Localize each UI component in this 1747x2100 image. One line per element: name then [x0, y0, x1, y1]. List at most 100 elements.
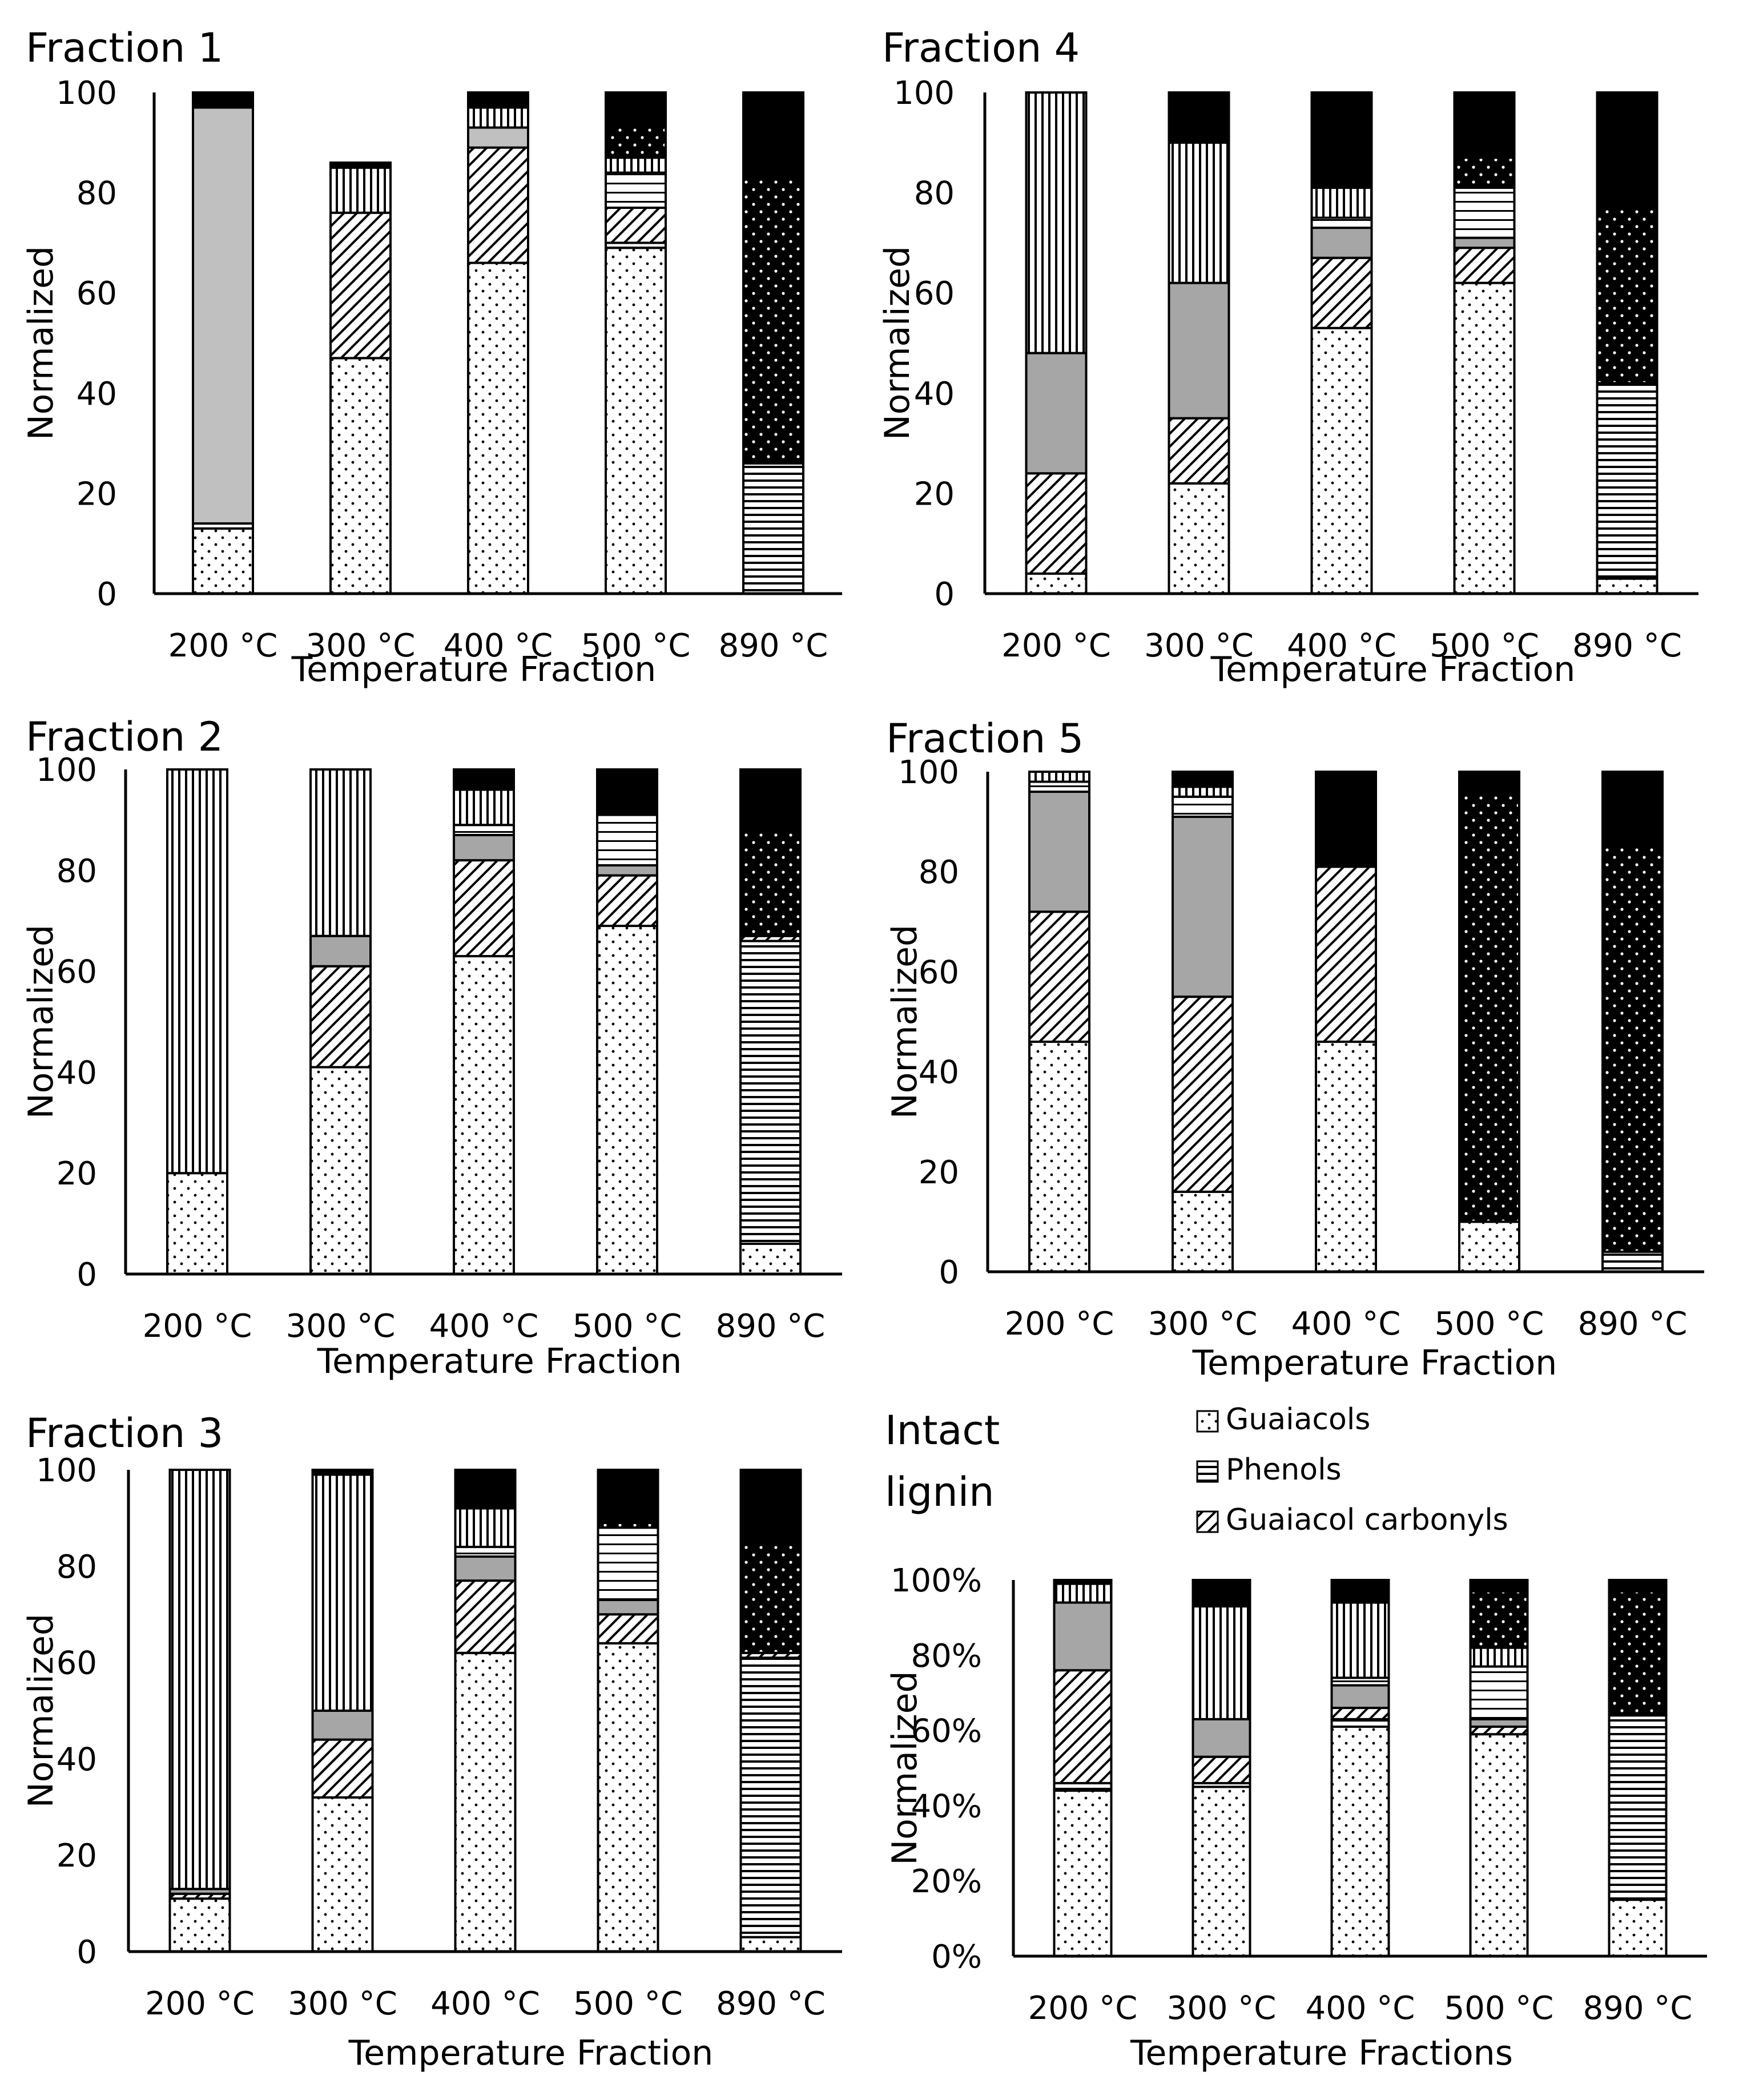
bar-segment-black — [1608, 1579, 1668, 1593]
bar-segment-guaiacol-carbonyls — [453, 859, 515, 958]
panel-title-line: lignin — [885, 1469, 995, 1515]
x-tick-label: 300 °C — [1167, 1990, 1277, 2027]
bar-segment-phenols — [742, 462, 804, 595]
x-tick-label: 500 °C — [1435, 1305, 1544, 1343]
legend-swatch-guaiacols — [1196, 1410, 1219, 1433]
bar-segment-guaiacol-carbonyls — [1172, 995, 1234, 1193]
bar-segment-dotted-black — [739, 829, 802, 937]
y-tick-label: 80 — [57, 853, 97, 890]
panel-title: Fraction 2 — [26, 714, 223, 760]
legend-label: Guaiacol carbonyls — [1226, 1503, 1508, 1537]
y-tick-label: 0 — [934, 576, 955, 613]
bar-segment-guaiacol-carbonyls — [1028, 910, 1090, 1043]
bar-segment-guaiacols — [1330, 1726, 1390, 1957]
bar-segment-guaiacol-carbonyls — [1310, 256, 1373, 329]
bar-segment-black — [1310, 91, 1373, 189]
bar-segment-guaiacols — [1191, 1785, 1251, 1957]
bar-segment-black — [329, 161, 392, 169]
bar-segment-grey — [453, 833, 515, 862]
bar-segment-guaiacols — [739, 1242, 802, 1275]
x-tick-label: 500 °C — [1444, 1990, 1554, 2027]
bar-segment-black — [1191, 1579, 1251, 1608]
bar-segment-light-horizontal-stripes — [1469, 1665, 1529, 1720]
bar-segment-vertical-stripes — [329, 166, 392, 214]
x-tick-label: 200 °C — [1005, 1305, 1114, 1343]
y-tick-label: 100% — [891, 1562, 982, 1599]
bar-segment-light-grey — [192, 106, 254, 525]
x-tick-label: 500 °C — [573, 1985, 683, 2022]
bar-segment-vertical-stripes — [1469, 1646, 1529, 1668]
panel-title: Fraction 4 — [882, 25, 1080, 71]
chart-panel-4: Fraction 5 0 20 40 60 80 100 Normalized 200 °C 30… — [885, 715, 1704, 1383]
x-tick-label: 890 °C — [716, 1985, 826, 2022]
bar-segment-black — [1601, 771, 1664, 848]
x-tick-label: 400 °C — [1291, 1305, 1401, 1343]
y-tick-label: 60 — [77, 275, 117, 312]
bar-segment-guaiacol-carbonyls — [329, 211, 392, 360]
chart-panel-3: Fraction 2 0 20 40 60 80 100 Normalized 200 °C 30… — [21, 714, 842, 1381]
bar-segment-black — [742, 91, 804, 179]
bar-segment-dotted-black — [739, 1541, 802, 1654]
legend-label: Guaiacols — [1226, 1402, 1370, 1437]
y-tick-label: 100 — [898, 754, 959, 791]
bar-segment-black — [453, 768, 515, 791]
bar-segment-vertical-stripes — [1028, 771, 1090, 783]
y-tick-label: 40 — [57, 1741, 97, 1778]
bar-segment-vertical-stripes — [166, 768, 228, 1175]
y-tick-label: 60 — [57, 1645, 97, 1682]
bar-segment-light-horizontal-stripes — [1453, 186, 1516, 239]
bar-segment-guaiacol-carbonyls — [1453, 247, 1516, 284]
y-tick-label: 40 — [914, 376, 955, 413]
bar-segment-black — [739, 768, 802, 832]
bar-segment-phenols — [1608, 1714, 1668, 1901]
x-tick-label: 300 °C — [288, 1985, 397, 2022]
bar-segment-guaiacols — [1172, 1190, 1234, 1273]
x-tick-label: 200 °C — [143, 1308, 252, 1345]
y-tick-label: 0 — [77, 1934, 97, 1971]
bar-segment-grey — [1168, 281, 1230, 420]
y-axis-label: Normalized — [21, 925, 61, 1119]
x-axis-label: Temperature Fraction — [348, 2033, 714, 2073]
bar-segment-light-horizontal-stripes — [1310, 216, 1373, 229]
bar-segment-black — [1168, 91, 1230, 144]
x-tick-label: 200 °C — [1028, 1990, 1138, 2027]
bar-segment-guaiacols — [453, 955, 515, 1275]
bar-segment-grey — [1172, 815, 1234, 998]
x-tick-label: 890 °C — [1578, 1305, 1688, 1343]
bar-segment-guaiacols — [311, 1796, 374, 1953]
bar-segment-vertical-stripes — [1310, 186, 1373, 219]
chart-panel-2: Fraction 4 0 20 40 60 80 100 Normalized 200 °C 30… — [877, 25, 1698, 690]
bar-segment-vertical-stripes — [1330, 1601, 1390, 1679]
y-tick-label: 40 — [57, 1054, 97, 1091]
x-tick-label: 500 °C — [573, 1308, 682, 1345]
bar-segment-black — [1453, 91, 1516, 159]
y-tick-label: 60% — [911, 1713, 982, 1750]
y-tick-label: 20 — [57, 1837, 97, 1875]
panel-title: Fraction 3 — [26, 1410, 223, 1457]
bar-segment-vertical-stripes — [311, 1473, 374, 1712]
bar-segment-guaiacol-carbonyls — [454, 1579, 517, 1654]
bar-segment-guaiacols — [467, 261, 529, 595]
bar-segment-guaiacols — [309, 1066, 372, 1276]
x-tick-label: 890 °C — [1572, 627, 1682, 664]
chart-panel-5: Fraction 3 0 20 40 60 80 100 Normalized 200 °C 30… — [21, 1410, 842, 2073]
bar-segment-guaiacols — [1053, 1789, 1113, 1958]
y-tick-label: 80 — [914, 175, 955, 212]
bar-segment-guaiacol-carbonyls — [596, 874, 658, 928]
bar-segment-phenols — [1601, 1250, 1664, 1273]
y-axis-label: Normalized — [21, 246, 61, 440]
legend-swatch-guaiacol-carbonyls — [1196, 1510, 1219, 1533]
bar-segment-black — [739, 1469, 802, 1543]
bar-segment-light-horizontal-stripes — [605, 171, 667, 209]
bar-segment-vertical-stripes — [1053, 1582, 1113, 1604]
x-axis-label: Temperature Fraction — [1192, 1343, 1557, 1383]
x-tick-label: 300 °C — [1148, 1305, 1258, 1343]
bar-segment-grey — [1053, 1601, 1113, 1672]
bar-segment-guaiacols — [1028, 1041, 1090, 1273]
y-axis-label: Normalized — [877, 246, 917, 440]
y-tick-label: 40% — [911, 1788, 982, 1825]
bar-segment-black — [467, 91, 529, 109]
bar-segment-guaiacols — [166, 1172, 228, 1275]
bar-segment-phenols — [739, 940, 802, 1245]
x-tick-label: 890 °C — [716, 1308, 826, 1345]
